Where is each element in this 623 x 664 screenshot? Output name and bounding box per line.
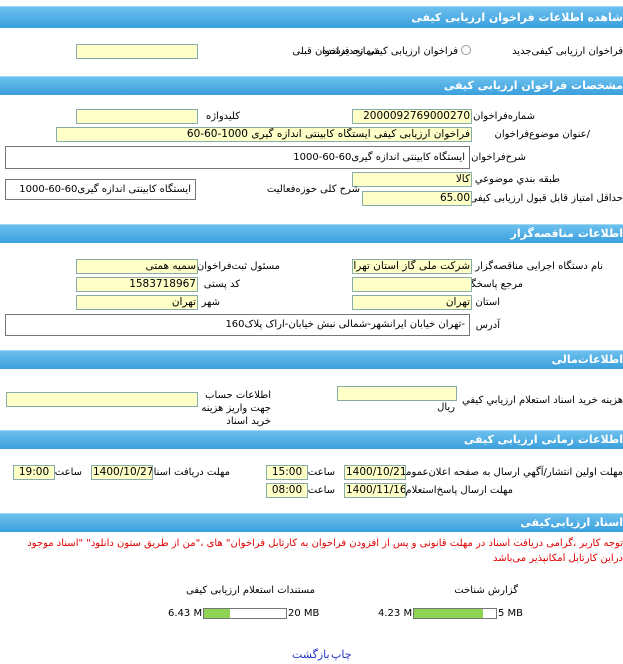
input[interactable] bbox=[6, 392, 198, 407]
input[interactable]: 2000092769000270 bbox=[352, 109, 472, 124]
input[interactable]: سمیه همتی bbox=[76, 259, 198, 274]
label: مهلت اولین انتشار/آگهي ارسال به صفحه اعل… bbox=[397, 467, 623, 478]
label: حداقل امتیاز قابل قبول ارزیابی کیفی bbox=[469, 193, 623, 204]
input[interactable]: تهران bbox=[76, 295, 198, 310]
text-box[interactable]: ایستگاه کابینتی اندازه گیری60-60-1000 bbox=[5, 146, 470, 169]
label: شرح‌فراخوان bbox=[471, 152, 526, 163]
label: ساعت bbox=[307, 467, 335, 478]
section-title: مشخصات فراخوان ارزیابی کیفی bbox=[0, 76, 623, 95]
section-title: اطلاعات‌مالی bbox=[0, 350, 623, 369]
label: آدرس bbox=[475, 320, 500, 331]
input[interactable]: فراخوان ارزیابی کیفی ایستگاه کابینتی اند… bbox=[56, 127, 472, 142]
input[interactable]: شرکت ملی گاز استان تهرا bbox=[352, 259, 472, 274]
page-title: شاهده اطلاعات فراخوان ارزیابی کیفی bbox=[0, 6, 623, 28]
input[interactable]: کالا bbox=[352, 172, 472, 187]
progress-bar bbox=[203, 608, 287, 619]
label: طبقه بندي موضوعي bbox=[474, 174, 560, 185]
input[interactable]: 15:00 bbox=[266, 465, 308, 480]
label: هزینه خرید اسناد استعلام ارزیابي کيفي bbox=[462, 395, 623, 406]
input[interactable]: 19:00 bbox=[13, 465, 55, 480]
input[interactable] bbox=[352, 277, 472, 292]
currency: ریال bbox=[437, 402, 455, 413]
label: گزارش شناخت bbox=[454, 585, 518, 596]
section-title: اطلاعات زمانی ارزیابی کیفی bbox=[0, 430, 623, 449]
label: مهلت ارسال پاسخ‌استعلام bbox=[405, 485, 513, 496]
label: اطلاعات حساب جهت واریز هزینه خرید اسناد bbox=[201, 390, 271, 427]
label: شهر bbox=[201, 297, 220, 308]
label: شماره‌فراخوان bbox=[473, 111, 535, 122]
option-new[interactable]: فراخوان ارزیابی کیفی‌جدید bbox=[512, 46, 623, 57]
print-link[interactable]: چاپ bbox=[331, 648, 352, 661]
input[interactable]: 1400/10/21 bbox=[344, 465, 406, 480]
text-box[interactable]: -تهران خیابان ایرانشهر-شمالی نبش خیابان-… bbox=[5, 314, 470, 336]
back-link[interactable]: بازگشت bbox=[292, 648, 330, 661]
label: کلیدواژه bbox=[205, 111, 240, 122]
progress-bar bbox=[413, 608, 497, 619]
input[interactable]: 08:00 bbox=[266, 483, 308, 498]
progress-fill bbox=[414, 609, 484, 618]
size-label: 5 MB bbox=[498, 608, 524, 619]
label: مهلت دریافت اسناد bbox=[149, 467, 230, 478]
input[interactable] bbox=[337, 386, 457, 401]
size-label: 20 MB bbox=[288, 608, 320, 619]
label: استان bbox=[475, 297, 500, 308]
radio[interactable] bbox=[461, 45, 471, 55]
option-renewed[interactable]: فراخوان ارزیابی کیفی تجدیدشده bbox=[321, 46, 458, 57]
label: شرح کلی حوزه‌فعالیت bbox=[266, 184, 360, 195]
progress-fill bbox=[204, 609, 231, 618]
input[interactable]: 1583718967 bbox=[76, 277, 198, 292]
label: ساعت bbox=[54, 467, 82, 478]
label: ساعت bbox=[307, 485, 335, 496]
label: مسئول ثبت‌فراخوان bbox=[196, 261, 280, 272]
size-label: 6.43 MB bbox=[168, 608, 209, 619]
size-label: 4.23 MB bbox=[378, 608, 419, 619]
label: کد پستی bbox=[203, 279, 240, 290]
label: مستندات استعلام ارزیابی کیفی bbox=[185, 585, 315, 596]
text-box[interactable]: ایستگاه کابینتی اندازه گیری60-60-1000 bbox=[5, 179, 196, 200]
section-title: اسناد ارزیابی‌کیفی bbox=[0, 513, 623, 532]
input[interactable]: 1400/10/27 bbox=[91, 465, 153, 480]
label: نام دستگاه اجرایی مناقصه‌گزار bbox=[475, 261, 603, 272]
label: /عنوان موضوع‌فراخوان bbox=[494, 129, 590, 140]
input[interactable]: 1400/11/16 bbox=[344, 483, 406, 498]
label: شماره فراخوان قبلی bbox=[292, 46, 380, 57]
input[interactable]: تهران bbox=[352, 295, 472, 310]
input[interactable] bbox=[76, 109, 198, 124]
notice: توجه کاربر ،گرامی دریافت اسناد در مهلت ق… bbox=[27, 538, 623, 564]
label: مرجع پاسخگویی bbox=[454, 279, 523, 290]
input[interactable]: 65.00 bbox=[362, 191, 472, 206]
input[interactable] bbox=[76, 44, 198, 59]
section-title: اطلاعات مناقصه‌گزار bbox=[0, 224, 623, 243]
